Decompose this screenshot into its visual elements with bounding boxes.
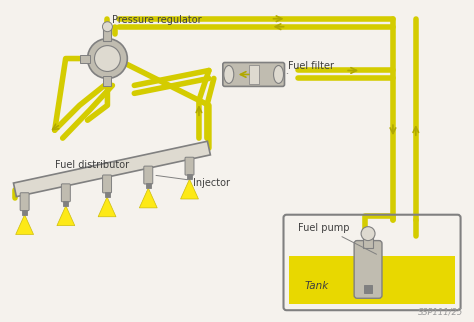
Ellipse shape [224,65,234,83]
Bar [105,192,109,197]
Bar [146,183,151,188]
Ellipse shape [273,65,283,83]
Circle shape [88,39,128,79]
Polygon shape [98,197,116,217]
Polygon shape [57,206,75,226]
Bar [103,76,111,86]
Polygon shape [13,141,210,197]
Text: Pressure regulator: Pressure regulator [112,15,202,25]
Text: Tank: Tank [304,281,328,291]
FancyBboxPatch shape [102,175,111,193]
Bar [249,64,259,84]
Polygon shape [139,188,157,208]
Circle shape [102,22,112,32]
FancyBboxPatch shape [61,184,70,202]
Bar [22,210,27,215]
Bar [103,27,111,41]
FancyBboxPatch shape [20,193,29,211]
FancyBboxPatch shape [185,157,194,175]
Text: Injector: Injector [156,175,230,188]
Text: Fuel pump: Fuel pump [299,223,376,254]
Bar [364,285,372,293]
FancyBboxPatch shape [144,166,153,184]
Bar [64,201,68,206]
Circle shape [361,227,375,241]
Bar [187,174,192,179]
Text: SSP111/25: SSP111/25 [418,307,463,316]
FancyBboxPatch shape [223,62,284,86]
Text: Fuel distributor: Fuel distributor [55,160,129,170]
Circle shape [94,46,120,71]
Polygon shape [181,179,199,199]
Text: Fuel filter: Fuel filter [289,62,335,71]
FancyBboxPatch shape [354,241,382,298]
Bar [290,255,455,304]
Bar [80,54,90,62]
Bar [363,234,373,248]
Polygon shape [16,215,34,234]
